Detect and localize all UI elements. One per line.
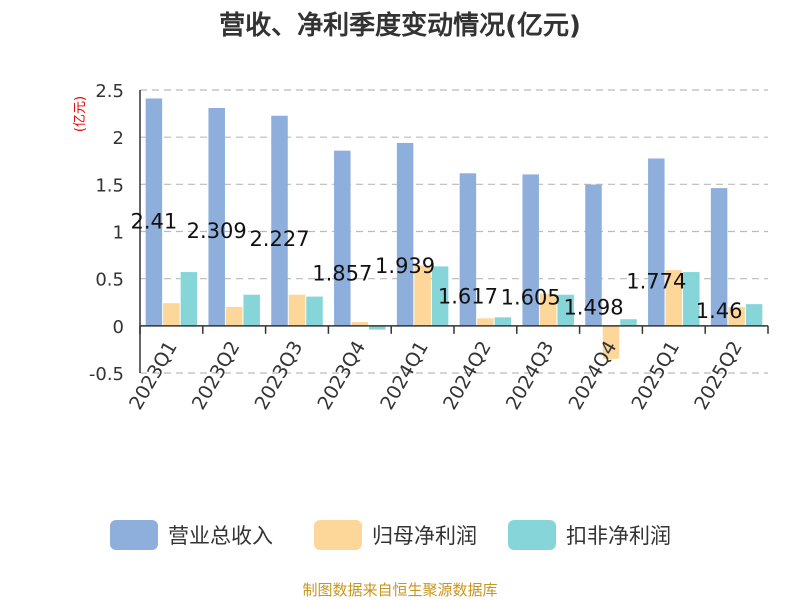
y-tick-label: 0 bbox=[113, 317, 124, 338]
y-tick-label: 1 bbox=[113, 223, 124, 244]
y-tick-label: 1.5 bbox=[95, 175, 124, 196]
axes bbox=[139, 90, 769, 373]
bar bbox=[145, 98, 163, 326]
bar bbox=[369, 325, 386, 330]
bar bbox=[539, 293, 557, 326]
gridlines bbox=[140, 89, 768, 374]
bar bbox=[414, 265, 431, 326]
bar bbox=[585, 184, 602, 326]
bar bbox=[710, 188, 728, 326]
legend-swatch bbox=[110, 520, 158, 550]
bar bbox=[459, 173, 477, 326]
bar bbox=[602, 325, 620, 359]
data-label: 1.605 bbox=[501, 285, 561, 309]
bar bbox=[648, 158, 665, 326]
x-tick-label: 2023Q2 bbox=[188, 337, 245, 413]
data-label: 1.939 bbox=[375, 254, 435, 278]
bar bbox=[522, 174, 539, 326]
bar bbox=[225, 306, 243, 326]
bar bbox=[243, 294, 260, 326]
data-label: 2.309 bbox=[187, 219, 247, 243]
y-tick-label: 2 bbox=[113, 128, 124, 149]
chart-title: 营收、净利季度变动情况(亿元) bbox=[219, 10, 581, 41]
bar bbox=[180, 272, 198, 326]
y-tick-label: -0.5 bbox=[89, 364, 124, 385]
bar bbox=[665, 270, 683, 326]
data-label: 1.498 bbox=[563, 296, 623, 320]
bar bbox=[288, 294, 306, 326]
y-axis-label: (亿元) bbox=[73, 96, 88, 132]
x-tick-label: 2023Q1 bbox=[125, 337, 182, 413]
data-label: 1.46 bbox=[696, 299, 743, 323]
data-label: 2.41 bbox=[131, 209, 178, 233]
x-tick-label: 2024Q3 bbox=[502, 337, 559, 413]
x-tick-label: 2025Q1 bbox=[627, 337, 684, 413]
bar bbox=[494, 317, 512, 326]
bars bbox=[145, 98, 763, 359]
source-note: 制图数据来自恒生聚源数据库 bbox=[302, 581, 497, 599]
bar bbox=[745, 304, 763, 326]
x-tick-label: 2023Q3 bbox=[251, 337, 308, 413]
y-tick-label: 2.5 bbox=[95, 81, 124, 102]
bar bbox=[163, 303, 180, 326]
x-tick-label: 2024Q2 bbox=[439, 337, 496, 413]
y-axis: -0.5 0 0.5 1 1.5 2 2.5 bbox=[89, 81, 124, 385]
bar bbox=[683, 272, 700, 326]
data-label: 2.227 bbox=[249, 227, 309, 251]
bar bbox=[208, 108, 225, 326]
legend: 营业总收入 归母净利润 扣非净利润 bbox=[110, 520, 671, 550]
bar bbox=[557, 294, 574, 326]
x-tick-label: 2024Q1 bbox=[376, 337, 433, 413]
legend-swatch bbox=[314, 520, 362, 550]
x-axis: 2023Q1 2023Q2 2023Q3 2023Q4 2024Q1 2024Q2 2024… bbox=[125, 337, 747, 413]
legend-label: 营业总收入 bbox=[168, 524, 273, 548]
data-label: 1.857 bbox=[312, 262, 372, 286]
bar bbox=[396, 142, 414, 326]
bar bbox=[477, 318, 494, 326]
bar bbox=[351, 322, 369, 326]
data-label: 1.617 bbox=[438, 284, 498, 308]
bar bbox=[306, 296, 323, 326]
bar bbox=[334, 150, 351, 326]
x-tick-label: 2024Q4 bbox=[565, 337, 622, 413]
bar bbox=[620, 319, 637, 326]
bar bbox=[271, 115, 288, 326]
legend-label: 归母净利润 bbox=[372, 524, 477, 548]
legend-swatch bbox=[508, 520, 556, 550]
bar bbox=[431, 266, 449, 326]
legend-label: 扣非净利润 bbox=[566, 524, 671, 548]
bar bbox=[728, 306, 745, 326]
data-label: 1.774 bbox=[626, 269, 686, 293]
y-tick-label: 0.5 bbox=[95, 270, 124, 291]
x-tick-label: 2025Q2 bbox=[690, 337, 747, 413]
x-tick-label: 2023Q4 bbox=[313, 337, 370, 413]
